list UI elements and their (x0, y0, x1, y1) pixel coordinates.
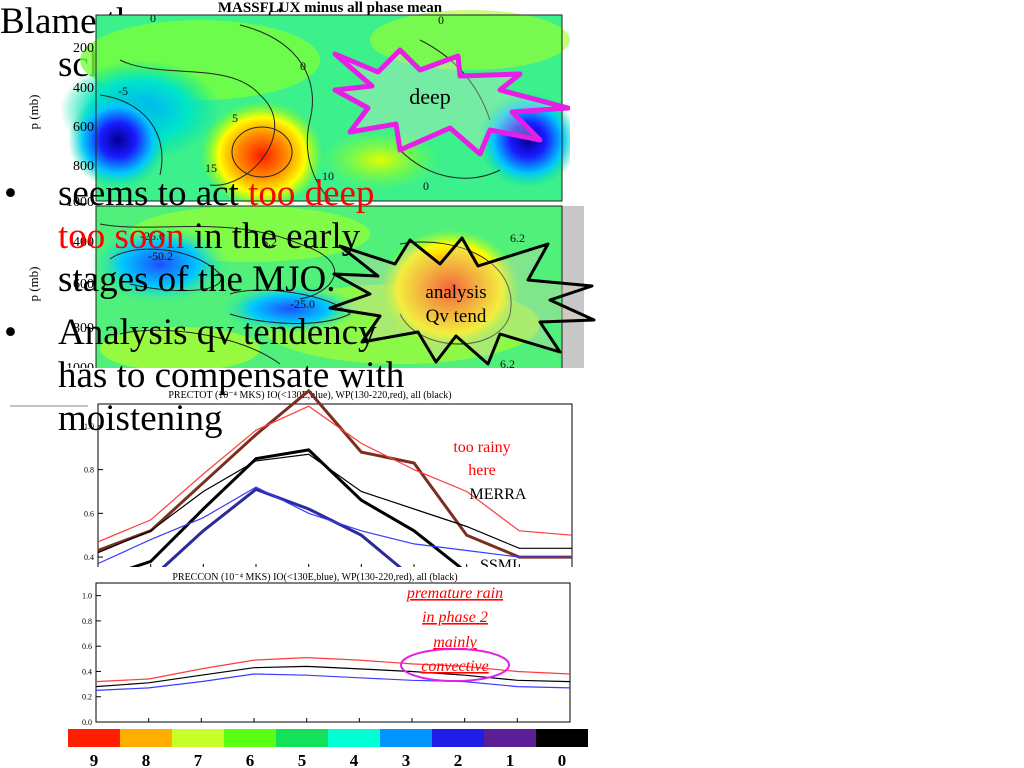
series-line-0 (98, 486, 572, 565)
analysis-callout-line1: analysis (425, 282, 486, 303)
contour-label: 0 (150, 11, 156, 25)
contour-label: -25.0 (140, 229, 165, 243)
phase-swatch-0 (536, 729, 588, 747)
y-tick-label: 1.0 (82, 592, 92, 601)
annotation-in-phase-2: in phase 2 (422, 609, 488, 626)
phase-swatch-4 (328, 729, 380, 747)
phase-label: 7 (194, 751, 203, 768)
y-tick-label: 0.6 (84, 509, 94, 518)
annotation-merra: MERRA (470, 486, 527, 503)
y-tick-label: 0.6 (82, 642, 92, 651)
phase-label: 5 (298, 751, 307, 768)
annotation-too-rainy: too rainy (453, 439, 510, 456)
massflux-yticks: 200 400 600 800 1000 (66, 41, 94, 206)
bullet-2: • Analysis qv tendency has to compensate… (0, 311, 405, 440)
contour-label: 0 (438, 13, 444, 27)
annotation-premature-rain: premature rain (406, 585, 503, 602)
phase-swatch-9 (68, 729, 120, 747)
contour-label: -5 (118, 84, 128, 98)
massflux-panel: MASSFLUX minus all phase mean 0 5 -5 15 … (26, 0, 570, 206)
contour-label: 6.2 (510, 231, 525, 245)
phase-label: 8 (142, 751, 151, 768)
phase-swatch-1 (484, 729, 536, 747)
contour-label: 5 (232, 111, 238, 125)
contour-label: 6.2 (500, 357, 515, 371)
contour-label: 15 (205, 161, 217, 175)
series-line-0 (95, 673, 571, 691)
phase-label: 1 (506, 751, 515, 768)
contour-label: 10 (322, 169, 334, 183)
analysis-callout-star (328, 236, 596, 366)
phase-swatch-7 (172, 729, 224, 747)
phase-color-bar: 9 8 7 6 5 4 3 2 1 0 (68, 729, 588, 768)
bullet-2-text: Analysis qv tendency has to compensate w… (58, 312, 405, 439)
preccon-line-chart: PRECCON (10⁻⁴ MKS) IO(<130E,blue), WP(13… (60, 567, 580, 730)
y-tick-label: 1.0 (84, 422, 94, 431)
y-tick: 400 (73, 81, 94, 96)
bullet-dot: • (4, 312, 17, 353)
y-tick-label: 0.0 (82, 718, 92, 727)
analysis-callout-line2: Qv tend (426, 306, 487, 327)
y-tick-label: 0.4 (82, 667, 92, 676)
y-tick-label: 0.2 (82, 693, 92, 702)
bullet-1: • seems to act too deep too soon in the … (0, 172, 405, 301)
deep-callout-label: deep (409, 84, 451, 109)
phase-swatch-5 (276, 729, 328, 747)
overlay-series-line-0 (98, 388, 572, 559)
phase-label: 9 (90, 751, 99, 768)
phase-swatch-2 (432, 729, 484, 747)
phase-swatch-3 (380, 729, 432, 747)
y-tick: 600 (73, 277, 94, 292)
massflux-title: MASSFLUX minus all phase mean (218, 0, 443, 16)
annotation-mainly: mainly (433, 634, 477, 651)
y-tick: 1000 (66, 195, 94, 206)
bullet-1-highlight: too deep too soon (58, 173, 375, 257)
prectot-line-chart: PRECTOT (10⁻⁴ MKS) IO(<130E,blue), WP(13… (10, 368, 600, 580)
phase-swatch-6 (224, 729, 276, 747)
contour-label: -25.0 (290, 297, 315, 311)
series-line-2 (98, 453, 572, 554)
slide-text: Blame the convection scheme! • seems to … (0, 0, 405, 440)
bullet-dot: • (4, 173, 17, 214)
massflux-ylabel: p (mb) (26, 94, 41, 129)
qv-tendency-panel: -25.0 -50.2 6.2 -25.0 6.2 6.2 p (mb) 400… (26, 205, 596, 374)
contour-label: 0 (423, 179, 429, 193)
massflux-contour-labels: 0 5 -5 15 10 0 0 0 (118, 11, 444, 193)
phase-label: 4 (350, 751, 359, 768)
y-tick: 800 (73, 159, 94, 174)
series-line-1 (98, 405, 572, 543)
qv-contour-labels: -25.0 -50.2 6.2 -25.0 6.2 6.2 (140, 229, 525, 371)
overlay-series-line-1 (126, 448, 464, 568)
y-tick-label: 0.4 (84, 553, 94, 562)
deep-callout-star (332, 47, 570, 157)
y-tick: 600 (73, 120, 94, 135)
phase-swatch-8 (120, 729, 172, 747)
bullet-1-pre: seems to act (58, 173, 249, 214)
phase-label: 6 (246, 751, 255, 768)
series-line-1 (95, 656, 571, 683)
phase-label: 0 (558, 751, 567, 768)
phase-label: 3 (402, 751, 411, 768)
convective-highlight-ellipse (400, 648, 510, 682)
contour-label: 6.2 (262, 235, 277, 249)
bullet-1-post: in the early stages of the MJO. (58, 216, 361, 300)
y-tick: 400 (73, 235, 94, 250)
plot-frame (95, 582, 571, 723)
y-tick-label: 0.8 (82, 617, 92, 626)
annotation-convective: convective (421, 658, 489, 675)
contour-label: -50.2 (148, 249, 173, 263)
prectot-title: PRECTOT (10⁻⁴ MKS) IO(<130E,blue), WP(13… (168, 390, 451, 401)
contour-label: 0 (300, 59, 306, 73)
y-tick: 200 (73, 41, 94, 56)
qv-ylabel: p (mb) (26, 266, 41, 301)
phase-label: 2 (454, 751, 463, 768)
annotation-here: here (468, 462, 496, 479)
y-tick: 800 (73, 321, 94, 336)
preccon-title: PRECCON (10⁻⁴ MKS) IO(<130E,blue), WP(13… (172, 572, 457, 583)
y-tick-label: 0.8 (84, 466, 94, 475)
